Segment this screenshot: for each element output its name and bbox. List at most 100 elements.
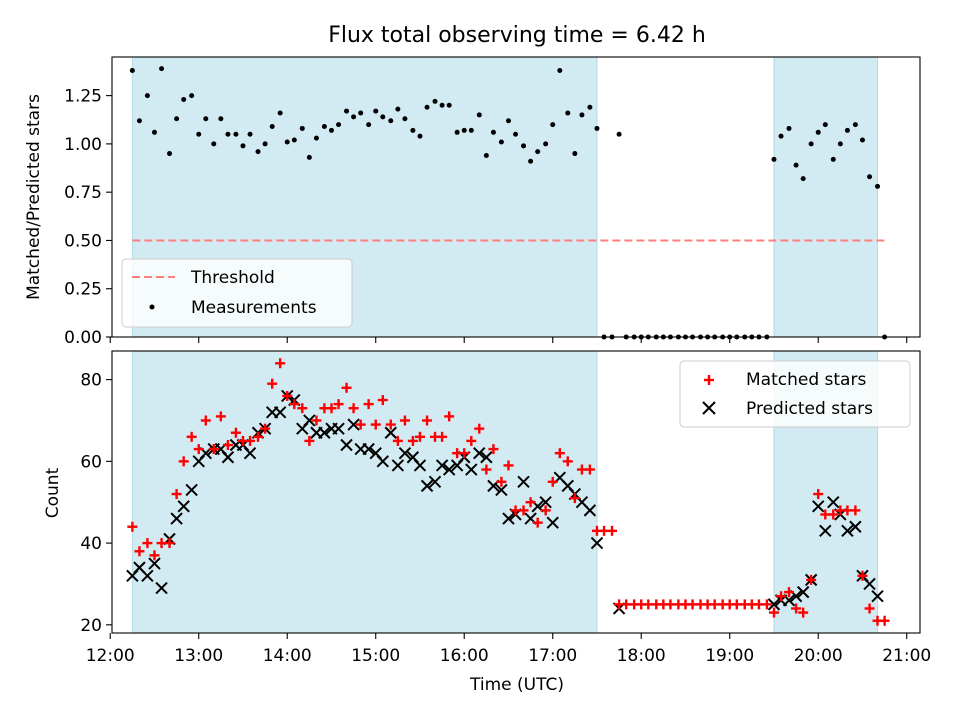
predicted-star-point <box>243 446 257 460</box>
predicted-star-point <box>141 569 154 582</box>
measurement-point <box>616 131 622 137</box>
predicted-star-point <box>583 504 597 517</box>
measurement-point <box>476 112 482 118</box>
predicted-star-point <box>465 463 478 476</box>
predicted-star-point <box>376 455 390 468</box>
measurement-point <box>247 131 253 137</box>
matched-star-point <box>245 435 256 446</box>
bottom-y-axis-ticks: 20 40 60 80 <box>80 371 112 636</box>
matched-star-point <box>518 505 529 516</box>
y-tick-label: 80 <box>80 371 102 391</box>
legend-matched-swatch <box>704 375 714 385</box>
predicted-star-point <box>480 451 493 464</box>
measurement-point <box>402 116 408 122</box>
predicted-star-point <box>435 459 449 472</box>
matched-star-point <box>230 427 241 438</box>
measurement-point <box>432 98 438 104</box>
measurement-point <box>498 139 504 145</box>
predicted-star-point <box>221 451 235 464</box>
y-tick-label: 1.00 <box>64 135 102 155</box>
predicted-star-point <box>398 446 412 460</box>
measurement-point <box>446 102 452 108</box>
measurement-point <box>299 125 305 131</box>
matched-star-point <box>784 587 795 598</box>
matched-star-point <box>422 415 433 426</box>
legend-predicted-swatch <box>702 401 716 415</box>
matched-star-point <box>399 415 410 426</box>
x-tick-label: 21:00 <box>882 646 931 666</box>
matched-star-point <box>474 423 485 434</box>
matched-star-point <box>414 431 425 442</box>
measurement-point <box>410 127 416 133</box>
matched-star-point <box>459 448 470 459</box>
measurement-point <box>800 176 806 182</box>
top-legend: Threshold Measurements <box>121 258 353 328</box>
measurement-point <box>211 141 217 147</box>
measurement-point <box>277 110 283 116</box>
matched-star-point <box>776 591 787 602</box>
x-tick-label: 16:00 <box>440 646 489 666</box>
matched-star-point <box>879 615 890 626</box>
top-y-axis-label: Matched/Predicted stars <box>24 94 44 300</box>
matched-star-point <box>444 411 455 422</box>
matched-star-point <box>540 505 551 516</box>
measurement-point <box>321 124 327 130</box>
legend-predicted-label: Predicted stars <box>746 399 873 419</box>
legend-threshold-label: Threshold <box>190 268 275 288</box>
y-tick-label: 0.50 <box>64 231 102 251</box>
measurement-point <box>535 149 541 155</box>
matched-star-point <box>496 476 507 487</box>
matched-star-point <box>377 395 388 406</box>
measurement-point <box>521 143 527 149</box>
predicted-star-point <box>819 524 832 538</box>
predicted-star-point <box>871 590 884 603</box>
top-legend-box <box>121 258 353 328</box>
matched-star-point <box>392 435 403 446</box>
predicted-star-point <box>767 598 781 611</box>
matched-star-point <box>304 435 315 446</box>
measurement-point <box>328 127 334 133</box>
matched-star-point <box>297 403 308 414</box>
matched-star-point <box>333 399 344 410</box>
matched-star-point <box>142 538 153 549</box>
matched-star-point <box>761 599 772 610</box>
measurement-point <box>351 114 357 120</box>
measurement-point <box>579 112 585 118</box>
predicted-star-point <box>428 475 442 488</box>
predicted-star-point <box>340 438 353 452</box>
matched-star-point <box>311 415 322 426</box>
measurement-point <box>587 104 593 110</box>
measurement-point <box>255 149 261 155</box>
matched-star-point <box>806 574 817 585</box>
x-tick-label: 15:00 <box>351 646 400 666</box>
measurement-point <box>468 127 474 133</box>
predicted-star-point <box>827 496 840 509</box>
measurement-point <box>822 122 828 128</box>
matched-star-point <box>186 431 197 442</box>
measurement-point <box>388 118 394 124</box>
matched-star-point <box>348 403 359 414</box>
matched-star-point <box>481 464 492 475</box>
measurement-point <box>136 118 142 124</box>
matched-star-point <box>828 509 839 520</box>
legend-measurement-swatch <box>149 304 155 310</box>
predicted-star-point <box>863 577 876 591</box>
matched-star-point <box>193 444 204 455</box>
predicted-star-point <box>502 512 515 525</box>
chart-title: Flux total observing time = 6.42 h <box>328 23 706 48</box>
measurement-point <box>439 102 445 108</box>
measurement-point <box>837 141 843 147</box>
measurement-point <box>344 108 350 114</box>
matched-star-point <box>289 399 300 410</box>
measurement-point <box>313 135 319 141</box>
predicted-star-point <box>590 536 604 550</box>
measurement-point <box>461 127 467 133</box>
matched-star-point <box>437 431 448 442</box>
predicted-star-point <box>362 442 375 456</box>
predicted-star-point <box>495 483 508 497</box>
matched-star-point <box>554 448 565 459</box>
measurement-point <box>196 131 202 137</box>
measurement-point <box>395 106 401 112</box>
predicted-star-point <box>384 426 397 439</box>
